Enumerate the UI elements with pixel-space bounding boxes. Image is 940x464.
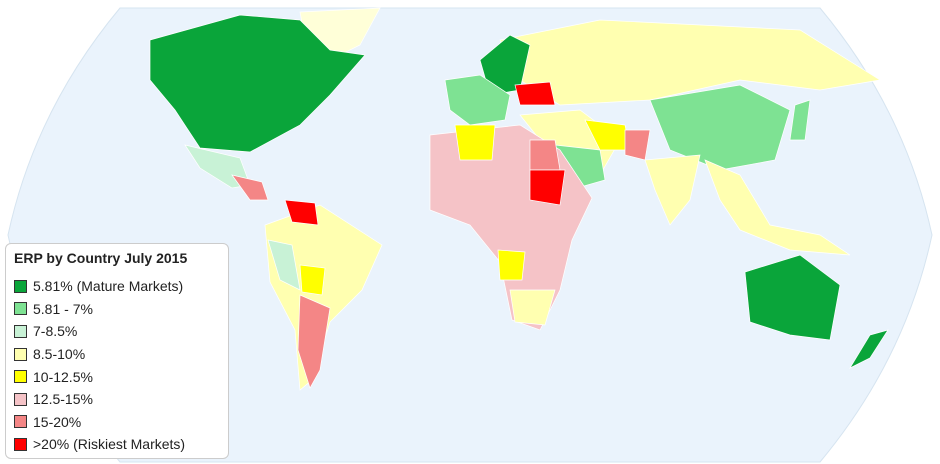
legend-title: ERP by Country July 2015 [14,250,188,266]
western-europe [444,74,511,126]
legend-swatch [14,437,27,451]
legend-item: 8.5-10% [14,343,220,366]
japan [789,99,811,141]
sudan [529,169,566,206]
venezuela [284,199,319,226]
legend-item: 15-20% [14,411,220,434]
bolivia [299,264,326,296]
legend-item: 12.5-15% [14,388,220,411]
legend-item: 10-12.5% [14,365,220,388]
legend: ERP by Country July 2015 5.81% (Mature M… [5,243,229,459]
legend-label: 10-12.5% [33,368,93,385]
legend-label: 12.5-15% [33,391,93,408]
egypt [529,139,561,171]
legend-label: 15-20% [33,413,82,430]
legend-swatch [14,392,27,406]
legend-label: 8.5-10% [33,346,86,363]
southeast-asia [704,159,851,256]
argentina [297,294,331,389]
new-zealand [849,329,889,369]
china [649,84,791,171]
legend-item: 7-8.5% [14,320,220,343]
legend-swatch [14,279,27,293]
central-america [231,174,269,201]
legend-items: 5.81% (Mature Markets) 5.81 - 7% 7-8.5% 8.5… [14,275,220,456]
legend-swatch [14,370,27,384]
legend-item: >20% (Riskiest Markets) [14,433,220,456]
legend-label: 7-8.5% [33,323,78,340]
legend-label: 5.81% (Mature Markets) [33,278,184,295]
legend-label: 5.81 - 7% [33,300,93,317]
australia [744,254,841,341]
ukraine [514,81,556,106]
legend-swatch [14,302,27,316]
legend-item: 5.81% (Mature Markets) [14,275,220,298]
legend-swatch [14,324,27,338]
legend-swatch [14,347,27,361]
algeria [454,124,496,161]
north-america [149,14,366,153]
legend-label: >20% (Riskiest Markets) [33,436,186,453]
south-africa [509,289,556,326]
angola [497,249,526,281]
peru [267,239,301,291]
countries [149,7,889,391]
legend-item: 5.81 - 7% [14,298,220,321]
legend-swatch [14,415,27,429]
india [644,154,701,226]
